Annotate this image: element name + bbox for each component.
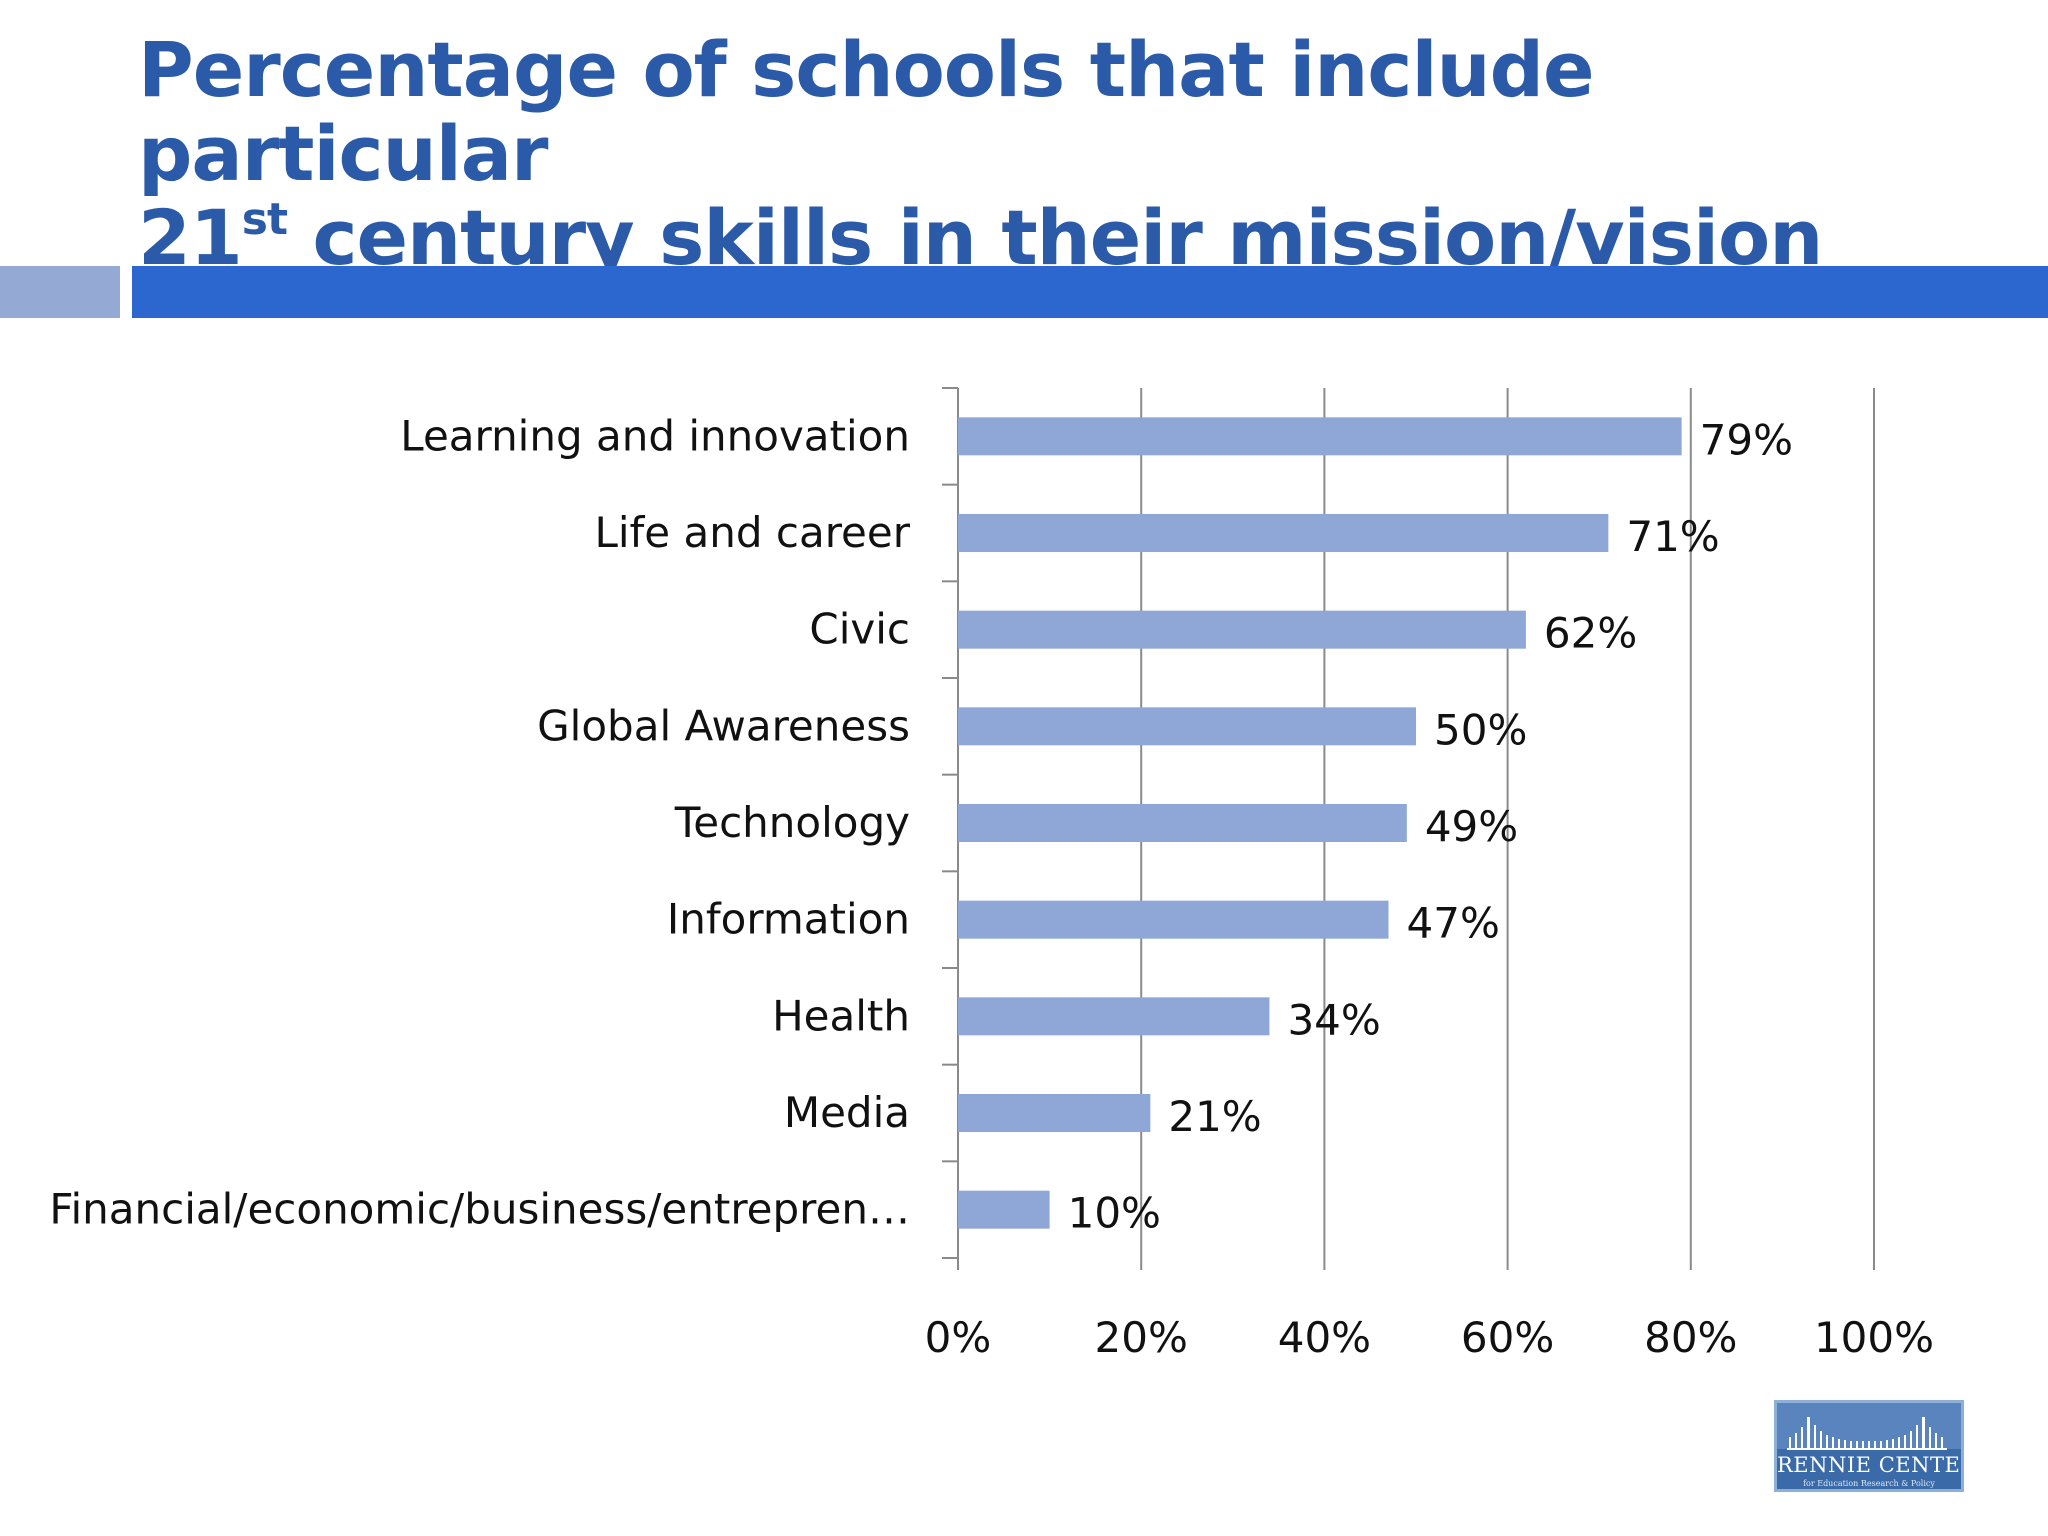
title-line-2-rest: century skills in their mission/vision bbox=[287, 193, 1823, 282]
data-label: 79% bbox=[1700, 415, 1793, 464]
data-label: 10% bbox=[1068, 1189, 1161, 1238]
title-superscript: st bbox=[241, 193, 288, 245]
x-tick-label: 0% bbox=[925, 1313, 992, 1362]
category-label: Information bbox=[667, 895, 910, 944]
x-tick-label: 40% bbox=[1278, 1313, 1371, 1362]
slide-title: Percentage of schools that include parti… bbox=[138, 28, 2018, 280]
category-label: Life and career bbox=[594, 508, 910, 557]
bar bbox=[958, 417, 1682, 456]
x-tick-label: 20% bbox=[1095, 1313, 1188, 1362]
data-label: 50% bbox=[1434, 705, 1527, 754]
data-label: 21% bbox=[1168, 1092, 1261, 1141]
bar bbox=[958, 900, 1389, 939]
category-label: Learning and innovation bbox=[400, 411, 910, 460]
bar bbox=[958, 610, 1526, 649]
header-band-accent bbox=[0, 266, 120, 318]
logo-tagline: for Education Research & Policy bbox=[1803, 1479, 1935, 1488]
category-label: Civic bbox=[809, 605, 910, 654]
data-label: 49% bbox=[1425, 802, 1518, 851]
bar bbox=[958, 707, 1416, 746]
data-label: 34% bbox=[1287, 995, 1380, 1044]
rennie-center-logo: RENNIE CENTER for Education Research & P… bbox=[1774, 1400, 1964, 1492]
category-label: Technology bbox=[674, 798, 910, 847]
title-line-1: Percentage of schools that include parti… bbox=[138, 25, 1595, 198]
logo-name: RENNIE CENTER bbox=[1777, 1453, 1964, 1477]
bar bbox=[958, 1094, 1151, 1132]
logo-skyline-graphic bbox=[1777, 1403, 1961, 1450]
x-tick-label: 100% bbox=[1814, 1313, 1934, 1362]
bar bbox=[958, 804, 1407, 842]
category-label: Media bbox=[784, 1088, 910, 1137]
title-line-2-lead: 21 bbox=[138, 193, 243, 282]
bar bbox=[958, 997, 1270, 1036]
x-tick-label: 80% bbox=[1644, 1313, 1737, 1362]
header-band bbox=[132, 266, 2048, 318]
category-label: Financial/economic/business/entrepren… bbox=[49, 1185, 910, 1234]
data-label: 47% bbox=[1407, 899, 1500, 948]
data-label: 71% bbox=[1626, 512, 1719, 561]
category-label: Global Awareness bbox=[537, 701, 910, 750]
bar bbox=[958, 1190, 1050, 1229]
category-label: Health bbox=[772, 991, 910, 1040]
x-tick-label: 60% bbox=[1461, 1313, 1554, 1362]
data-label: 62% bbox=[1544, 609, 1637, 658]
bar bbox=[958, 514, 1609, 552]
